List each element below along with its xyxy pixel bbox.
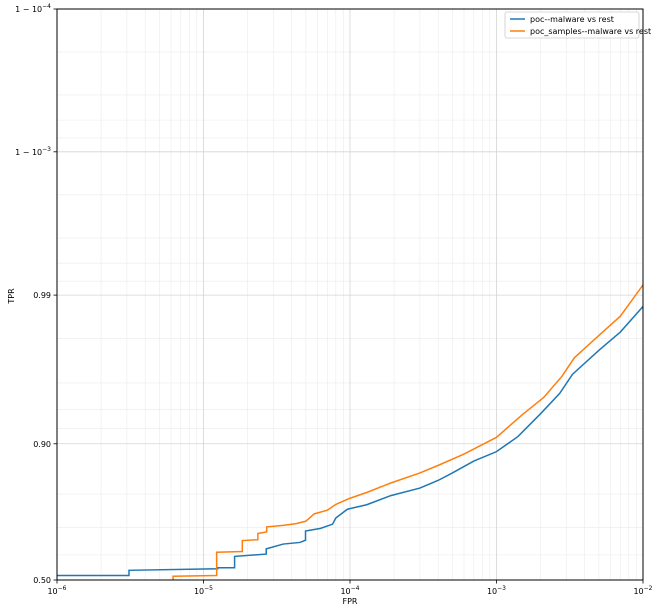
x-axis-label: FPR [343, 597, 358, 606]
series-line-1 [57, 306, 644, 577]
x-tick-base: 10 [47, 587, 57, 596]
x-tick-exponent: −5 [204, 585, 213, 592]
x-tick-exponent: −2 [644, 585, 653, 592]
x-tick-base: 10 [633, 587, 643, 596]
legend-box [504, 11, 640, 39]
series-group [57, 284, 644, 580]
y-tick-label: 0.90 [33, 440, 51, 449]
y-tick-label: 1 − 10−3 [15, 146, 51, 157]
legend-label-2: poc_samples--malware vs rest [530, 27, 651, 36]
ticks: 10−6 10−5 10−4 10−3 10−20.500.900.991 − 10−3… [15, 3, 653, 596]
x-tick-label: 10−5 [194, 585, 213, 596]
x-tick-label: 10−4 [340, 585, 359, 596]
x-tick-exponent: −3 [497, 585, 506, 592]
y-tick-base: 1 − 10 [15, 148, 42, 157]
x-tick-base: 10 [487, 587, 497, 596]
x-tick-exponent: −6 [58, 585, 67, 592]
y-tick-exponent: −4 [42, 3, 51, 10]
x-tick-label: 10−3 [487, 585, 506, 596]
series-line-2 [172, 284, 644, 580]
y-tick-label: 0.99 [33, 291, 51, 300]
x-tick-exponent: −4 [351, 585, 360, 592]
y-tick-label: 0.50 [33, 576, 51, 585]
x-tick-label: 10−2 [633, 585, 652, 596]
legend: poc--malware vs rest poc_samples--malware… [504, 11, 651, 39]
x-tick-base: 10 [340, 587, 350, 596]
x-tick-base: 10 [194, 587, 204, 596]
y-tick-label: 1 − 10−4 [15, 3, 51, 14]
y-tick-base: 1 − 10 [15, 5, 42, 14]
y-tick-exponent: −3 [42, 146, 51, 153]
y-axis-label: TPR [7, 288, 16, 305]
legend-label-1: poc--malware vs rest [530, 15, 614, 24]
x-tick-label: 10−6 [47, 585, 66, 596]
